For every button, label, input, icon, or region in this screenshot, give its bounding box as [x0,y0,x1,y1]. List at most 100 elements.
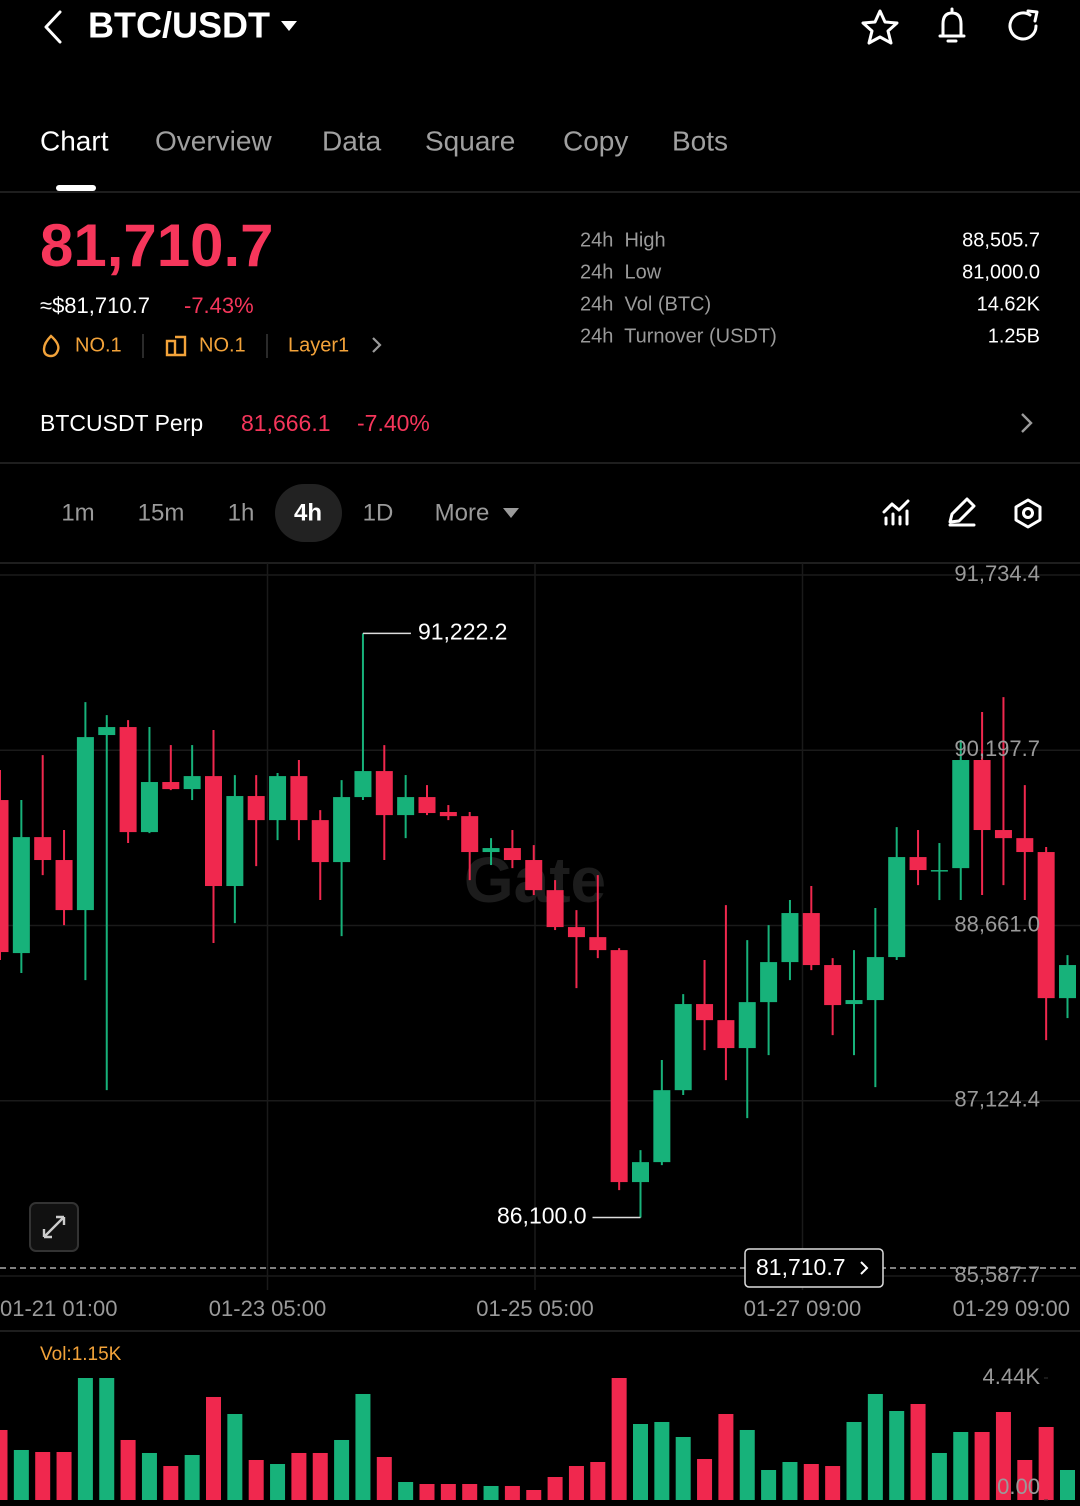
pair-dropdown[interactable] [281,21,297,31]
candle-body [375,771,393,816]
stat-value: 88,505.7 [962,229,1040,251]
tab[interactable]: Bots [672,125,728,156]
candle-body [866,957,884,1001]
sector-badge[interactable]: Layer1 [288,334,349,356]
indicator-icon[interactable] [882,499,910,526]
interval[interactable]: 1m [61,499,94,526]
volume-tick-label: 0.00 [997,1474,1040,1499]
volume-bar [974,1431,990,1500]
candle-body [311,820,329,863]
candle-body [909,857,927,871]
flame-icon [42,334,60,358]
volume-bar [526,1489,542,1500]
candle-body [824,965,842,1006]
stat-label: 24h High [580,229,666,251]
candle-body [0,800,9,953]
candle-body [76,737,94,911]
candle-body [610,950,628,1183]
x-tick-label: 01-23 05:00 [209,1296,326,1321]
perp-name[interactable]: BTCUSDT Perp [40,410,203,436]
settings-icon[interactable] [1014,498,1042,529]
volume-bar [825,1466,841,1500]
volume-bar [56,1451,72,1500]
tab[interactable]: Square [425,125,515,156]
usd-price: ≈$81,710.7 [40,293,150,318]
favorite-icon[interactable] [861,9,899,45]
volume-bar [761,1469,777,1500]
candle-body [354,771,372,798]
candle-body [525,860,543,891]
candle-body [888,857,906,958]
candle-body [717,1020,735,1049]
y-tick-label: 88,661.0 [954,911,1040,936]
candle-body [397,797,415,816]
interval[interactable]: 4h [294,499,322,526]
share-icon[interactable] [1008,9,1039,41]
volume-tick-label: 4.44K [983,1364,1041,1389]
volume-bar [568,1466,584,1500]
volume-bar [334,1439,350,1500]
volume-bar [206,1396,221,1500]
price-change: -7.43% [184,293,254,318]
perp-change: -7.40% [357,410,430,436]
y-tick-label: 90,197.7 [954,736,1040,761]
candle-body [589,937,607,951]
chevron[interactable] [1021,413,1033,433]
candle-body [696,1004,714,1021]
volume-bar [398,1482,414,1500]
candle-body [98,727,116,736]
interval[interactable]: More [435,499,490,526]
volume-bar [654,1421,670,1500]
candle-body [994,830,1012,839]
last-price-label[interactable]: 81,710.7 [756,1254,846,1280]
interval[interactable]: 1D [363,499,394,526]
perp-price: 81,666.1 [241,410,331,436]
candle-body [12,837,30,954]
candle-body [760,962,778,1003]
settings-icon[interactable] [1022,507,1034,519]
volume-bar [141,1452,157,1500]
interval[interactable]: 15m [138,499,185,526]
stat-label: 24h Low [580,261,662,283]
volume-bar [120,1439,136,1500]
candle-body [269,776,287,821]
back-button[interactable] [44,10,62,44]
interval-active [275,484,342,542]
tab[interactable]: Chart [40,125,109,156]
volume-bar [312,1452,328,1500]
volume-bar [419,1484,435,1500]
candle-body [567,927,585,938]
tab[interactable]: Copy [563,125,628,156]
candle-body [546,890,564,928]
interval[interactable]: 1h [228,499,255,526]
rank-badge[interactable]: NO.1 [75,334,122,356]
stat-value: 81,000.0 [962,261,1040,283]
candle-body [439,812,457,817]
alert-icon[interactable] [938,7,966,43]
volume-bar [611,1378,627,1500]
candle-body [802,913,820,966]
volume-bar [889,1411,905,1500]
candle-body [503,848,521,861]
volume-bar [739,1429,755,1500]
draw-icon[interactable] [948,497,976,527]
candle-body [845,1000,863,1005]
candles [0,633,1076,1218]
candle-body [1037,852,1055,999]
fullscreen-icon[interactable] [42,1215,66,1239]
candle-body [781,913,799,963]
volume-bar [633,1423,648,1500]
volume-bar [803,1464,819,1500]
volume-bars [0,1378,1075,1500]
rank-badge[interactable]: NO.1 [199,334,246,356]
last-price-box[interactable] [744,1248,884,1288]
candle-body [290,776,308,821]
volume-bar [697,1459,713,1500]
volume-bar [675,1436,691,1500]
pair-title[interactable]: BTC/USDT [88,5,270,46]
tab[interactable]: Overview [155,125,272,156]
more-dropdown[interactable] [503,508,519,518]
candle-body [973,760,991,831]
tab[interactable]: Data [322,125,382,156]
